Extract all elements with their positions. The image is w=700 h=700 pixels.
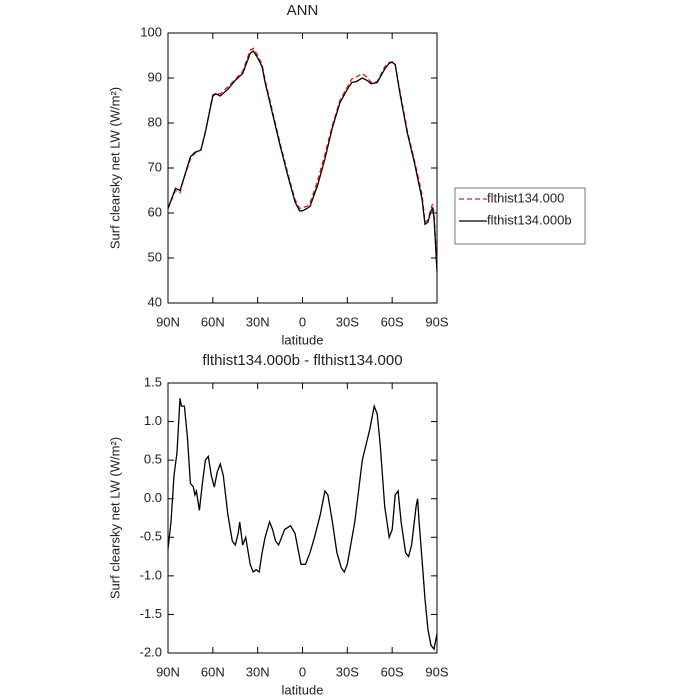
y-tick-label: 70 (148, 159, 162, 174)
x-tick-label: 0 (299, 664, 306, 679)
x-tick-label: 90S (425, 314, 448, 329)
x-tick-label: 60N (201, 314, 225, 329)
y-tick-label: 80 (148, 114, 162, 129)
y-axis-label: Surf clearsky net LW (W/m²) (107, 87, 122, 249)
y-tick-label: -2.0 (140, 644, 162, 659)
chart-title: ANN (287, 2, 319, 19)
legend-label: flthist134.000 (487, 190, 564, 205)
x-tick-label: 60S (381, 314, 404, 329)
y-tick-label: -0.5 (140, 529, 162, 544)
x-tick-label: 30S (336, 664, 359, 679)
x-tick-label: 90S (425, 664, 448, 679)
y-tick-label: 60 (148, 204, 162, 219)
y-tick-label: -1.0 (140, 567, 162, 582)
x-axis-label: latitude (282, 682, 324, 697)
y-tick-label: -1.5 (140, 606, 162, 621)
y-tick-label: 50 (148, 249, 162, 264)
x-tick-label: 90N (156, 664, 180, 679)
legend-label: flthist134.000b (487, 212, 572, 227)
legend-box (454, 187, 586, 245)
data-line (167, 47, 438, 268)
data-line (167, 50, 438, 272)
y-tick-label: 0.5 (144, 452, 162, 467)
chart-title: flthist134.000b - flthist134.000 (202, 352, 402, 369)
x-tick-label: 30N (246, 314, 270, 329)
y-tick-label: 1.5 (144, 374, 162, 389)
y-tick-label: 40 (148, 294, 162, 309)
x-tick-label: 30N (246, 664, 270, 679)
plot-frame (167, 382, 438, 654)
x-tick-label: 30S (336, 314, 359, 329)
y-tick-label: 1.0 (144, 413, 162, 428)
y-tick-label: 100 (140, 24, 162, 39)
y-axis-label: Surf clearsky net LW (W/m²) (107, 437, 122, 599)
y-tick-label: 90 (148, 69, 162, 84)
data-line (167, 398, 438, 651)
x-tick-label: 60N (201, 664, 225, 679)
y-tick-label: 0.0 (144, 490, 162, 505)
x-axis-label: latitude (282, 332, 324, 347)
x-tick-label: 90N (156, 314, 180, 329)
x-tick-label: 0 (299, 314, 306, 329)
x-tick-label: 60S (381, 664, 404, 679)
